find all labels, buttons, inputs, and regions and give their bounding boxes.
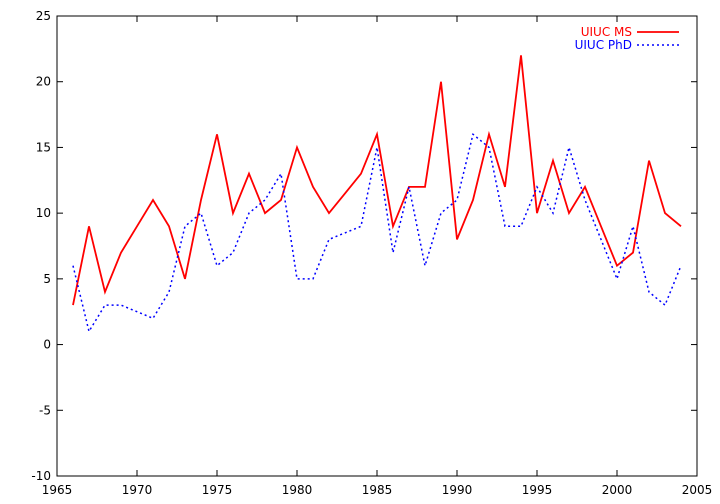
legend-label-uiuc-ms: UIUC MS: [581, 25, 632, 39]
y-tick-label: 0: [43, 338, 51, 352]
axis-tick-labels: 1965 1970 1975 1980 1985 1990 1995 2000 2005-10-…: [31, 9, 712, 497]
y-tick-label: 15: [36, 140, 51, 154]
y-tick-label: 5: [43, 272, 51, 286]
legend-label-uiuc-phd: UIUC PhD: [575, 38, 632, 52]
plot-frame: [56, 15, 698, 477]
y-tick-label: -10: [31, 469, 51, 483]
y-tick-label: -5: [39, 403, 51, 417]
x-tick-label: 2005: [682, 483, 713, 497]
y-tick-label: 10: [36, 206, 51, 220]
y-tick-label: 25: [36, 9, 51, 23]
series-line-uiuc-phd: [72, 132, 682, 334]
x-tick-label: 1970: [122, 483, 153, 497]
y-tick-label: 20: [36, 75, 51, 89]
axis-ticks: [56, 15, 698, 477]
series-line-uiuc-ms: [72, 55, 682, 306]
x-tick-label: 2000: [602, 483, 633, 497]
x-tick-label: 1995: [522, 483, 553, 497]
x-tick-label: 1985: [362, 483, 393, 497]
x-tick-label: 1990: [442, 483, 473, 497]
x-tick-label: 1980: [282, 483, 313, 497]
x-tick-label: 1975: [202, 483, 233, 497]
series-lines: [72, 55, 682, 334]
x-tick-label: 1965: [42, 483, 73, 497]
